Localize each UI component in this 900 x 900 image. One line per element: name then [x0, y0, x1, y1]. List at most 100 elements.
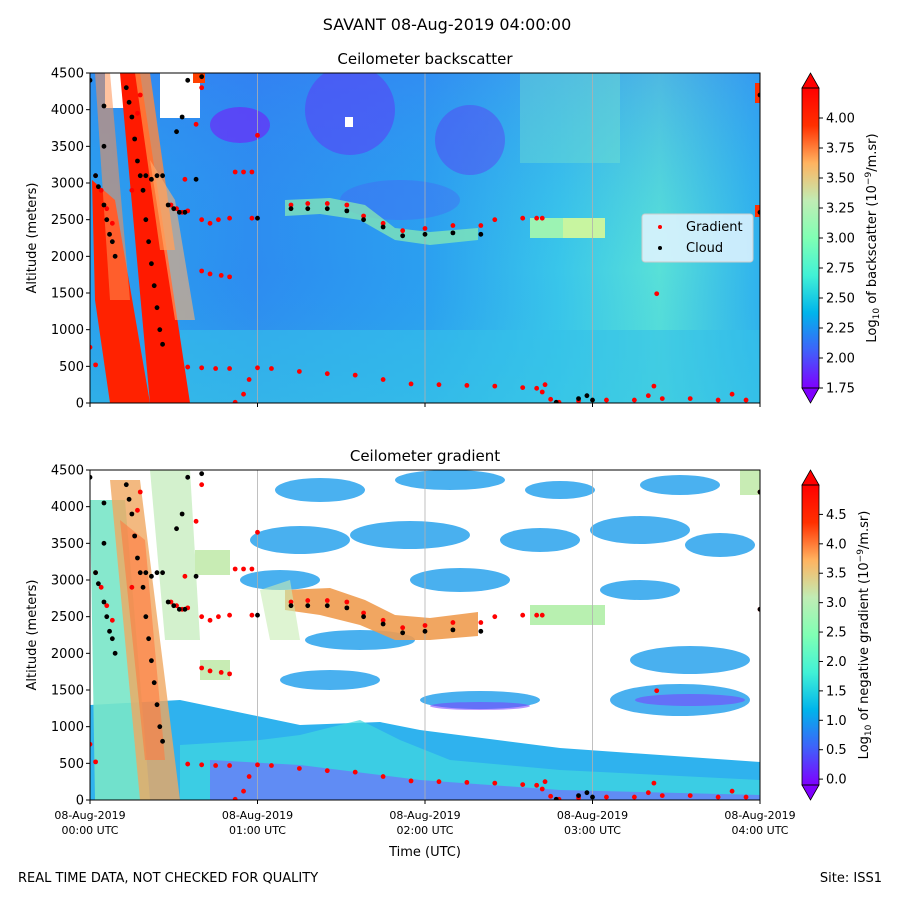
gradient-point [269, 366, 274, 371]
cloud-point [95, 184, 101, 190]
cloud-point [255, 215, 260, 221]
cloud-point [157, 327, 163, 333]
gradient-point [249, 169, 255, 175]
gradient-point [324, 371, 330, 377]
backscatter-ylabel: Altitude (meters) [25, 183, 40, 294]
backscatter-colorbar-tick-label: 3.75 [826, 142, 855, 157]
cloud-point [165, 599, 171, 605]
cloud-point [112, 253, 118, 259]
gradient-point [539, 389, 545, 395]
gradient-title: Ceilometer gradient [350, 447, 500, 465]
cloud-point [422, 231, 428, 237]
gradient-point [199, 614, 205, 620]
gradient-point [344, 599, 350, 605]
cloud-point [255, 612, 260, 618]
gradient-colorbar-tick-label: 2.5 [826, 626, 847, 641]
gradient-y-tick-label: 0 [76, 794, 84, 809]
backscatter-y-tick-label: 4500 [51, 67, 84, 82]
gradient-point [98, 584, 104, 590]
gradient-point [520, 782, 526, 787]
backscatter-colorbar-tick-label: 2.00 [826, 352, 855, 367]
backscatter-colorbar-tick-label: 3.00 [826, 232, 855, 247]
gradient-point [241, 566, 246, 572]
cloud-point [590, 794, 595, 800]
legend-cloud-marker [658, 246, 662, 250]
gradient-point [185, 364, 191, 370]
backscatter-y-tick-label: 3500 [51, 140, 84, 155]
backscatter-y-tick-label: 500 [59, 360, 84, 375]
gradient-point [288, 599, 294, 605]
cloud-point [154, 173, 160, 179]
gradient-point [241, 788, 246, 794]
cloud-point [576, 396, 581, 401]
cloud-point [101, 103, 107, 109]
backscatter-colorbar-tick-label: 2.50 [826, 292, 855, 307]
gradient-point [207, 617, 213, 623]
gradient-point [464, 780, 470, 785]
gradient-point [232, 796, 238, 800]
gradient-colorbar: 0.0 0.5 1.0 1.5 2.0 2.5 3.0 3.5 4.0 4.5 Log10 of … [801, 469, 874, 801]
cloud-point [135, 555, 140, 561]
gradient-point [255, 132, 260, 138]
cloud-point [160, 570, 165, 576]
gradient-y-tick-label: 3500 [51, 537, 84, 552]
gradient-point [361, 213, 366, 219]
legend-gradient-label: Gradient [686, 220, 743, 235]
gradient-point [436, 382, 442, 388]
gradient-colorbar-tick-label: 3.0 [826, 596, 847, 611]
gradient-point [478, 223, 484, 228]
gradient-point [604, 794, 609, 800]
cloud-point [104, 217, 110, 223]
cloud-point [112, 650, 118, 656]
gradient-y-tick-label: 2000 [51, 647, 84, 662]
backscatter-x-axis [89, 403, 761, 407]
cloud-point [160, 738, 165, 744]
gradient-point [227, 274, 232, 280]
gradient-point [137, 92, 143, 98]
cloud-point [126, 99, 132, 105]
gradient-point [651, 383, 657, 389]
cloud-point [176, 606, 182, 612]
gradient-point [324, 201, 330, 206]
gradient-point [213, 763, 219, 768]
backscatter-colorbar: 1.75 2.00 2.25 2.50 2.75 3.00 3.25 3.50 3.75 4.00… [801, 72, 882, 404]
gradient-point [520, 385, 526, 390]
cloud-point [90, 474, 93, 480]
gradient-x-axis: 08-Aug-2019 00:00 UTC 08-Aug-2019 01:00 UTC… [54, 800, 796, 837]
backscatter-y-tick-label: 1500 [51, 287, 84, 302]
gradient-point [542, 382, 548, 388]
cloud-point [140, 584, 146, 590]
gradient-x-tick-label: 08-Aug-2019 [54, 809, 125, 822]
cloud-point [176, 209, 182, 215]
gradient-point [296, 369, 302, 374]
backscatter-y-tick-label: 4000 [51, 103, 84, 118]
gradient-x-tick-label: 08-Aug-2019 [724, 809, 795, 822]
backscatter-panel: Ceilometer backscatter [25, 50, 882, 412]
cloud-point [174, 526, 179, 532]
gradient-point [450, 223, 456, 228]
cloud-point [129, 114, 135, 120]
gradient-point [631, 397, 637, 403]
cloud-point [757, 209, 760, 215]
gradient-y-axis: 0 500 1000 1500 2000 2500 3000 3500 4000 4500 [51, 464, 90, 809]
gradient-point [241, 169, 246, 175]
cloud-point [157, 724, 163, 730]
cloud-point [137, 173, 143, 179]
cloud-point [146, 636, 152, 642]
cloud-point [576, 793, 581, 798]
cloud-point [126, 496, 132, 502]
gradient-point [548, 793, 554, 799]
gradient-point [109, 617, 115, 623]
cloud-point [101, 143, 107, 149]
cloud-point [400, 630, 406, 636]
gradient-point [659, 793, 665, 798]
cloud-point [104, 614, 110, 620]
gradient-point [90, 741, 93, 747]
gradient-point [520, 215, 526, 221]
cloud-point [123, 85, 129, 91]
gradient-point [380, 774, 386, 779]
legend-cloud-label: Cloud [686, 241, 723, 256]
cloud-point [93, 173, 98, 179]
gradient-point [227, 763, 232, 768]
gradient-x-tick-label: 08-Aug-2019 [557, 809, 628, 822]
